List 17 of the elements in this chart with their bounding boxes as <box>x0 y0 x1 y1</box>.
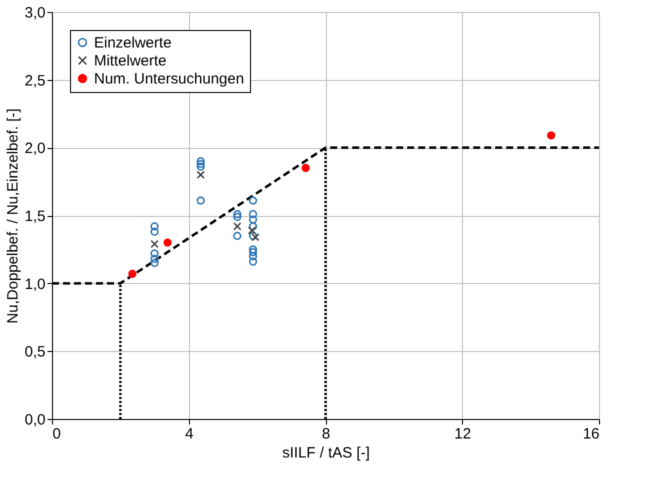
y-tick-label: 1,5 <box>24 208 46 225</box>
y-axis-title: Nu,Doppelbef. / Nu,Einzelbef. [-] <box>4 108 22 324</box>
x-tick-label: 16 <box>582 426 600 442</box>
x-axis-title: sIILF / tAS [-] <box>282 444 370 462</box>
y-tick-label: 2,0 <box>24 140 46 158</box>
y-tick-label: 0,0 <box>24 412 46 428</box>
y-tick-label: 2,5 <box>24 72 46 90</box>
legend-label: Num. Untersuchungen <box>94 70 244 88</box>
x-tick-label: 4 <box>185 426 194 442</box>
y-tick-label: 0,5 <box>24 344 46 361</box>
y-tick-label: 3,0 <box>24 4 46 22</box>
legend-label: Mittelwerte <box>94 52 167 70</box>
y-tick-label: 1,0 <box>24 276 46 293</box>
legend-label: Einzelwerte <box>94 34 172 52</box>
x-tick-label: 0 <box>52 426 61 442</box>
x-tick-label: 8 <box>322 426 330 442</box>
x-tick-label: 12 <box>454 426 472 442</box>
